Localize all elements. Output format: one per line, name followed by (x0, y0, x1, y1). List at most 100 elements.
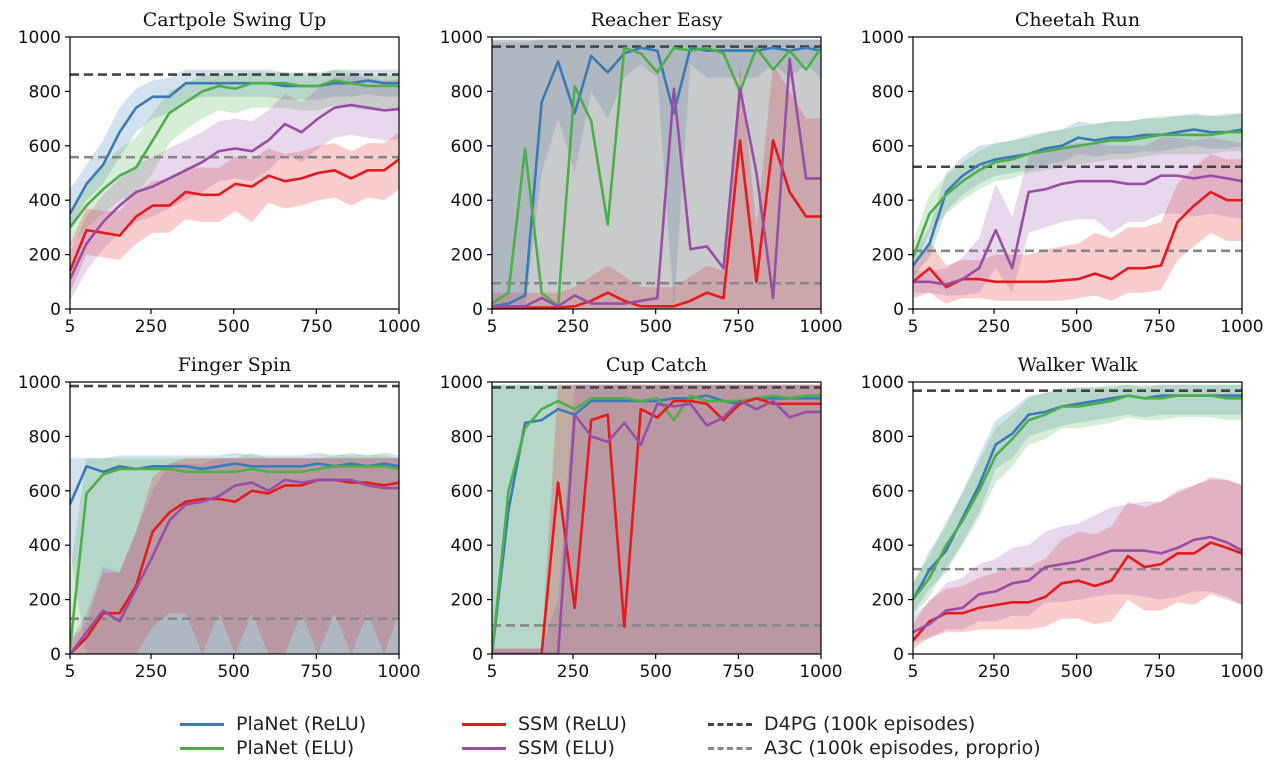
x-tick-label: 500 (639, 662, 671, 682)
legend-label: A3C (100k episodes, proprio) (764, 737, 1041, 759)
chart-panel-5: 0 200 400 600 800 1000 5 250 500 750 1000 Cup Catch (440, 354, 843, 682)
line-planet-relu (492, 394, 821, 654)
y-tick-label: 1000 (861, 28, 904, 48)
line-ssm-relu (913, 190, 1242, 289)
legend-line-ssm-relu (462, 722, 506, 726)
band-ssm-elu- (70, 75, 399, 301)
band-planet-elu- (70, 69, 399, 247)
legend-line-a3c (708, 746, 752, 750)
x-tick-label: 1000 (799, 662, 842, 682)
panel-title: Cup Catch (606, 354, 707, 376)
legend-line-planet-elu (180, 746, 224, 750)
band-ssm-elu- (70, 458, 399, 654)
y-tick-label: 1000 (861, 373, 904, 393)
x-tick-label: 5 (65, 317, 76, 337)
legend-line-planet-relu (180, 722, 224, 726)
x-tick-label: 1000 (1220, 317, 1263, 337)
y-tick-label: 800 (29, 82, 61, 102)
line-ssm-relu (492, 397, 821, 654)
y-tick-label: 1000 (440, 373, 483, 393)
chart-panel-3: 0 200 400 600 800 1000 5 250 500 750 1000 Cheetah R… (861, 9, 1264, 337)
band-planet-relu- (70, 69, 399, 228)
y-tick-label: 200 (872, 246, 904, 266)
y-tick-label: 800 (872, 82, 904, 102)
panel-title: Cartpole Swing Up (143, 9, 327, 31)
y-tick-label: 400 (29, 191, 61, 211)
x-tick-label: 750 (1143, 317, 1175, 337)
y-tick-label: 800 (29, 427, 61, 447)
axes-frame (491, 381, 822, 655)
y-tick-label: 600 (29, 137, 61, 157)
legend-label: SSM (ReLU) (518, 713, 627, 735)
axes-frame (491, 36, 822, 310)
panel-title: Cheetah Run (1015, 9, 1140, 31)
x-tick-label: 250 (557, 317, 589, 337)
x-tick-label: 250 (135, 317, 167, 337)
x-tick-label: 250 (978, 317, 1010, 337)
line-planet-elu (492, 46, 821, 308)
x-tick-label: 1000 (377, 662, 420, 682)
plot-area (492, 39, 821, 309)
y-tick-label: 200 (451, 591, 483, 611)
x-tick-label: 250 (978, 662, 1010, 682)
band-ssm-elu- (492, 39, 821, 309)
y-tick-label: 200 (29, 246, 61, 266)
legend-label: D4PG (100k episodes) (764, 713, 976, 735)
chart-panel-1: 0 200 400 600 800 1000 5 250 500 750 1000 Cartpole … (18, 9, 421, 337)
legend-item-a3c: A3C (100k episodes, proprio) (708, 736, 1041, 760)
line-planet-relu (70, 462, 399, 505)
line-ssm-elu (70, 478, 399, 654)
axes-frame (69, 381, 400, 655)
line-planet-elu (913, 394, 1242, 601)
band-ssm-relu- (492, 384, 821, 654)
y-tick-label: 600 (872, 482, 904, 502)
y-tick-label: 600 (451, 482, 483, 502)
x-tick-label: 5 (908, 662, 919, 682)
x-tick-label: 750 (722, 662, 754, 682)
x-tick-label: 5 (65, 662, 76, 682)
x-tick-label: 500 (217, 662, 249, 682)
legend-line-ssm-elu (462, 746, 506, 750)
line-ssm-elu (913, 174, 1242, 286)
x-tick-label: 750 (1143, 662, 1175, 682)
y-tick-label: 400 (451, 191, 483, 211)
plot-area (913, 384, 1242, 649)
legend-label: PlaNet (ELU) (236, 737, 355, 759)
band-planet-relu- (913, 384, 1242, 614)
x-tick-label: 750 (722, 317, 754, 337)
y-tick-label: 800 (451, 427, 483, 447)
band-planet-elu- (70, 452, 399, 654)
plot-area (70, 384, 399, 654)
x-tick-label: 750 (300, 317, 332, 337)
x-tick-label: 5 (487, 317, 498, 337)
band-ssm-relu- (70, 458, 399, 654)
line-ssm-elu (492, 399, 821, 654)
axes-frame (912, 36, 1243, 310)
y-tick-label: 400 (29, 536, 61, 556)
panel-title: Walker Walk (1018, 354, 1138, 376)
chart-panel-4: 0 200 400 600 800 1000 5 250 500 750 1000 Finger Sp… (18, 354, 421, 682)
y-tick-label: 0 (893, 645, 904, 665)
panel-title: Reacher Easy (591, 9, 723, 31)
line-ssm-relu (70, 478, 399, 654)
band-planet-elu- (913, 384, 1242, 616)
y-tick-label: 200 (451, 246, 483, 266)
band-planet-elu- (913, 113, 1242, 271)
chart-panel-2: 0 200 400 600 800 1000 5 250 500 750 1000 Reacher E… (440, 9, 843, 337)
y-tick-label: 0 (893, 300, 904, 320)
legend-label: PlaNet (ReLU) (236, 713, 367, 735)
y-tick-label: 600 (451, 137, 483, 157)
x-tick-label: 5 (908, 317, 919, 337)
y-tick-label: 1000 (18, 373, 61, 393)
band-planet-relu- (913, 113, 1242, 277)
x-tick-label: 1000 (377, 317, 420, 337)
line-planet-elu (70, 79, 399, 229)
legend-label: SSM (ELU) (518, 737, 615, 759)
y-tick-label: 400 (872, 536, 904, 556)
legend-item-planet-elu: PlaNet (ELU) (180, 736, 354, 760)
line-planet-elu (913, 130, 1242, 258)
line-ssm-elu (70, 103, 399, 280)
y-tick-label: 0 (50, 645, 61, 665)
x-tick-label: 500 (1060, 317, 1092, 337)
